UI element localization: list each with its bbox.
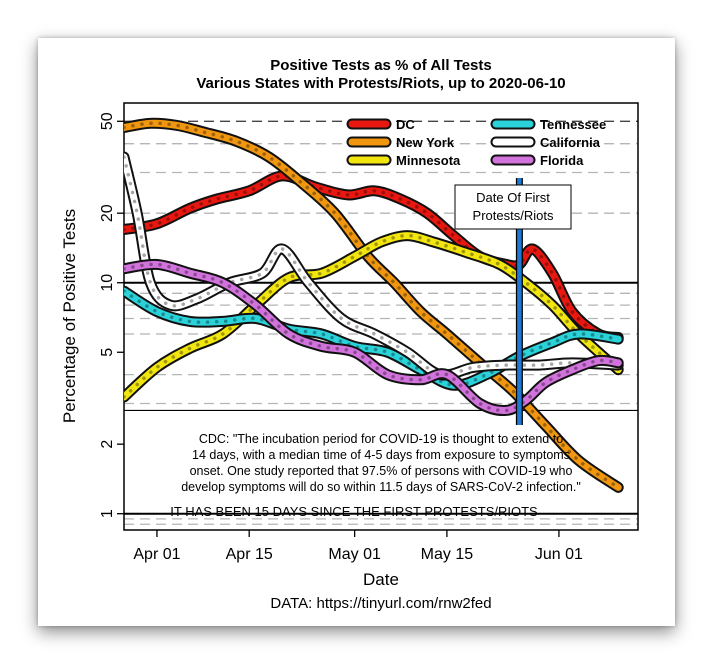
x-tick-label: May 15 [421,546,474,563]
x-tick-label: Apr 15 [226,546,273,563]
source-note: DATA: https://tinyurl.com/rnw2fed [270,595,491,612]
y-tick-label: 50 [99,112,116,130]
legend-label-california: California [540,135,601,150]
series-line-dc [124,172,622,341]
series-line-minnesota [124,232,622,401]
x-tick-label: Apr 01 [133,546,180,563]
annotation-text-line-1: Date Of First [476,190,550,205]
series-line-florida [124,260,622,415]
x-tick-label: Jun 01 [535,546,583,563]
series-group [124,117,624,493]
y-tick-label: 5 [99,348,116,357]
chart-title: Positive Tests as % of All Tests [270,57,491,74]
series-beads-new-york [124,121,620,490]
cdc-note-line-4: develop symptoms will do so within 11.5 … [181,480,581,494]
legend-label-minnesota: Minnesota [396,153,461,168]
y-tick-label: 1 [99,509,116,518]
legend-label-tennessee: Tennessee [540,117,606,132]
cdc-note-line-1: CDC: "The incubation period for COVID-19… [199,432,563,446]
chart-subtitle: Various States with Protests/Riots, up t… [196,75,565,92]
legend-label-florida: Florida [540,153,584,168]
annotation-text-line-2: Protests/Riots [473,208,554,223]
cdc-note-line-2: 14 days, with a median time of 4-5 days … [192,448,570,462]
legend-label-new-york: New York [396,135,455,150]
cdc-note-line-3: onset. One study reported that 97.5% of … [190,464,573,478]
series-beads-dc [124,174,620,340]
x-axis-label: Date [363,570,399,589]
banner-text: IT HAS BEEN 15 DAYS SINCE THE FIRST PROT… [170,504,538,519]
y-tick-label: 20 [99,204,116,222]
series-line-california [124,153,622,379]
y-tick-label: 10 [99,274,116,292]
legend-label-dc: DC [396,117,415,132]
annotation-box [454,184,572,230]
plot-area [123,102,639,531]
y-tick-label: 2 [99,440,116,449]
series-beads-florida [124,262,620,413]
y-axis-label: Percentage of Positive Tests [60,209,79,423]
x-tick-label: May 01 [328,546,381,563]
series-beads-minnesota [124,233,620,399]
series-line-tennessee [124,287,622,389]
series-beads-tennessee [124,289,620,387]
series-beads-california [124,155,620,377]
